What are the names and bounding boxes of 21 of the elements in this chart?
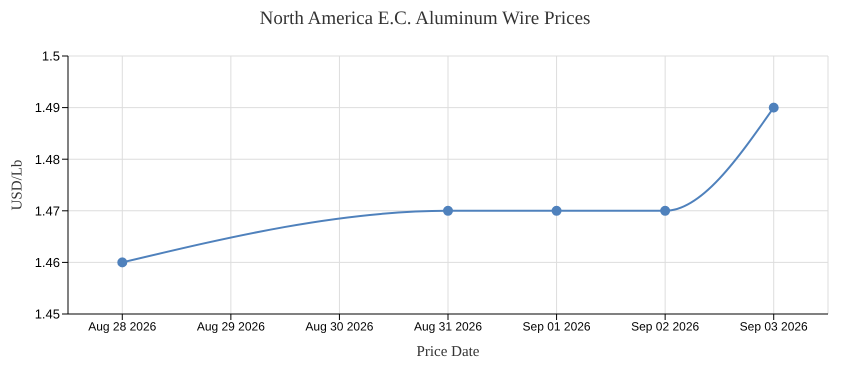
x-tick-label: Aug 30 2026 — [305, 320, 374, 334]
point — [117, 257, 128, 268]
x-tick-label: Aug 29 2026 — [196, 320, 266, 334]
y-tick-label: 1.5 — [42, 48, 60, 64]
point — [660, 206, 670, 216]
point — [768, 102, 779, 113]
x-tick-label: Sep 03 2026 — [740, 320, 808, 334]
x-tick-label: Aug 31 2026 — [414, 320, 482, 334]
chart-title: North America E.C. Aluminum Wire Prices — [258, 8, 592, 31]
point — [552, 206, 562, 216]
point — [443, 206, 453, 216]
x-tick-label: Sep 01 2026 — [522, 320, 591, 334]
x-tick-label: Sep 02 2026 — [631, 320, 700, 334]
y-tick-label: 1.46 — [34, 255, 60, 270]
y-tick-label: 1.48 — [34, 152, 60, 167]
x-axis-title: Price Date — [416, 344, 480, 360]
y-axis-title: USD/Lb — [9, 160, 26, 210]
y-tick-label: 1.49 — [34, 100, 60, 116]
x-tick-label: Aug 28 2026 — [88, 320, 157, 334]
y-tick-label: 1.47 — [34, 203, 60, 218]
y-tick-label: 1.45 — [34, 306, 60, 322]
